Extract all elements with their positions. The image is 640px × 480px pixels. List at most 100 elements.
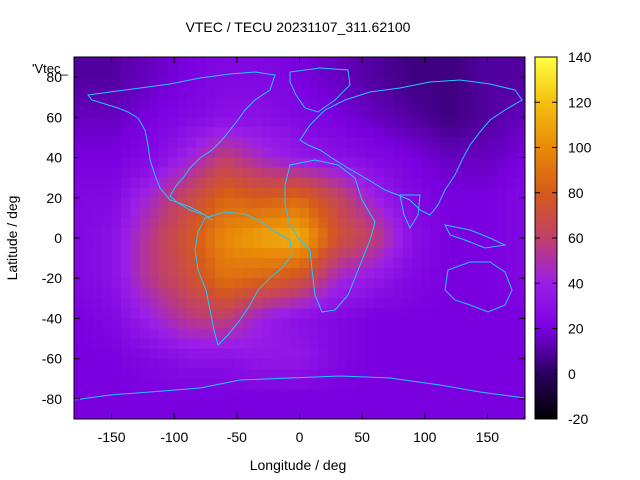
heatmap-cell [496, 117, 507, 128]
heatmap-cell [365, 97, 376, 108]
heatmap-cell [158, 127, 169, 139]
heatmap-cell [177, 298, 188, 309]
heatmap-cell [205, 258, 216, 269]
heatmap-cell [252, 127, 263, 139]
heatmap-cell [487, 278, 498, 289]
heatmap-cell [384, 408, 395, 419]
heatmap-cell [92, 117, 103, 128]
heatmap-cell [233, 187, 244, 199]
heatmap-cell [120, 298, 131, 309]
heatmap-cell [280, 217, 291, 229]
heatmap-cell [205, 318, 216, 330]
heatmap-cell [318, 258, 329, 269]
heatmap-cell [308, 338, 319, 350]
heatmap-cell [478, 288, 489, 299]
heatmap-cell [365, 137, 376, 149]
heatmap-cell [167, 408, 178, 419]
heatmap-cell [496, 368, 507, 380]
heatmap-cell [449, 227, 460, 239]
heatmap-cell [252, 258, 263, 269]
heatmap-cell [177, 278, 188, 289]
heatmap-cell [111, 238, 122, 249]
heatmap-cell [384, 97, 395, 108]
heatmap-cell [365, 388, 376, 400]
heatmap-cell [83, 398, 94, 410]
heatmap-cell [431, 177, 442, 189]
heatmap-cell [74, 308, 84, 320]
heatmap-cell [337, 318, 348, 330]
heatmap-cell [158, 258, 169, 269]
heatmap-cell [280, 278, 291, 289]
heatmap-cell [252, 298, 263, 309]
heatmap-cell [327, 328, 338, 340]
heatmap-cell [308, 358, 319, 370]
heatmap-cell [487, 117, 498, 128]
heatmap-cell [186, 348, 197, 360]
heatmap-cell [158, 227, 169, 239]
heatmap-cell [496, 147, 507, 159]
heatmap-cell [214, 288, 225, 299]
heatmap-cell [243, 258, 254, 269]
heatmap-cell [102, 298, 113, 309]
heatmap-cell [440, 238, 451, 249]
heatmap-cell [421, 187, 432, 199]
heatmap-cell [327, 207, 338, 219]
heatmap-cell [139, 177, 150, 189]
heatmap-cell [167, 147, 178, 159]
heatmap-cell [468, 408, 479, 419]
heatmap-cell [233, 268, 244, 279]
heatmap-cell [167, 97, 178, 108]
heatmap-cell [290, 197, 301, 209]
heatmap-cell [214, 358, 225, 370]
heatmap-cell [271, 348, 282, 360]
heatmap-cell [393, 137, 404, 149]
heatmap-cell [130, 187, 141, 199]
heatmap-cell [158, 308, 169, 320]
heatmap-cell [440, 207, 451, 219]
heatmap-cell [318, 358, 329, 370]
heatmap-cell [177, 258, 188, 269]
heatmap-cell [102, 127, 113, 139]
heatmap-cell [515, 338, 525, 350]
heatmap-cell [83, 207, 94, 219]
heatmap-cell [346, 288, 357, 299]
heatmap-cell [449, 238, 460, 249]
heatmap-cell [196, 67, 207, 78]
heatmap-cell [355, 248, 366, 259]
heatmap-cell [346, 107, 357, 118]
heatmap-cell [384, 197, 395, 209]
heatmap-cell [459, 97, 470, 108]
heatmap-cells [74, 57, 525, 419]
heatmap-cell [139, 248, 150, 259]
heatmap-cell [102, 348, 113, 360]
heatmap-cell [355, 147, 366, 159]
heatmap-cell [74, 127, 84, 139]
heatmap-cell [355, 338, 366, 350]
heatmap-cell [346, 248, 357, 259]
heatmap-cell [280, 117, 291, 128]
heatmap-cell [496, 137, 507, 149]
heatmap-cell [459, 227, 470, 239]
heatmap-cell [459, 308, 470, 320]
heatmap-cell [243, 187, 254, 199]
heatmap-cell [167, 268, 178, 279]
heatmap-cell [299, 197, 310, 209]
heatmap-cell [327, 408, 338, 419]
heatmap-cell [318, 248, 329, 259]
heatmap-cell [280, 368, 291, 380]
heatmap-cell [214, 238, 225, 249]
heatmap-cell [130, 227, 141, 239]
heatmap-cell [290, 167, 301, 179]
heatmap-cell [412, 258, 423, 269]
heatmap-cell [431, 127, 442, 139]
heatmap-cell [440, 288, 451, 299]
heatmap-cell [111, 197, 122, 209]
heatmap-cell [186, 117, 197, 128]
heatmap-cell [515, 207, 525, 219]
heatmap-cell [120, 338, 131, 350]
heatmap-cell [111, 57, 122, 68]
heatmap-cell [271, 268, 282, 279]
heatmap-cell [102, 207, 113, 219]
heatmap-cell [421, 97, 432, 108]
heatmap-cell [158, 328, 169, 340]
